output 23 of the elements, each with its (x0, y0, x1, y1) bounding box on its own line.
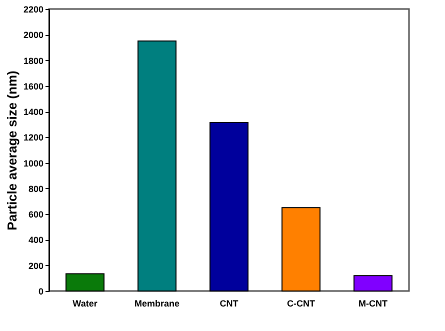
y-tick-label: 1200 (23, 132, 44, 143)
bar (282, 207, 320, 292)
y-tick-label: 200 (28, 260, 44, 271)
y-tick-label: 600 (28, 210, 44, 220)
x-tick-label: C-CNT (287, 298, 316, 308)
x-tick-label: Membrane (134, 298, 180, 308)
bar (354, 275, 392, 292)
y-tick-label: 1000 (23, 158, 44, 168)
y-tick-label: 1800 (23, 56, 44, 66)
x-tick-label: Water (72, 298, 98, 308)
bar (138, 40, 176, 292)
x-tick-label: M-CNT (358, 298, 388, 308)
y-tick-label: 1400 (23, 107, 44, 118)
bar (66, 273, 104, 292)
y-tick-label: 2000 (23, 30, 44, 40)
y-tick-label: 0 (38, 286, 44, 296)
y-tick-label: 2200 (23, 4, 44, 14)
x-tick-label: CNT (220, 298, 239, 308)
y-tick-label: 400 (28, 235, 44, 246)
y-tick-label: 1600 (23, 81, 44, 92)
bar (210, 122, 248, 292)
y-axis-title: Particle average size (nm) (4, 70, 20, 230)
y-tick-label: 800 (28, 184, 44, 194)
